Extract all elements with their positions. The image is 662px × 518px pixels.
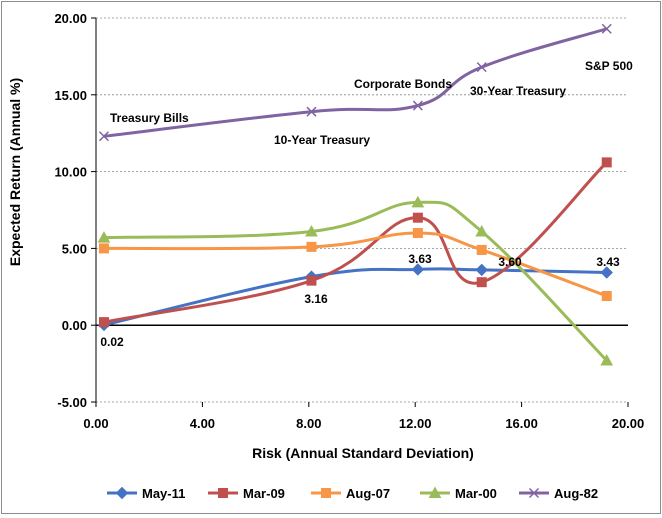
gridlines (91, 17, 628, 403)
x-tick-label: 16.00 (505, 416, 538, 431)
y-tick-label: 20.00 (54, 11, 87, 26)
annotation-label: 30-Year Treasury (470, 84, 566, 98)
x-axis-title: Risk (Annual Standard Deviation) (252, 445, 474, 461)
series-line-mar-00 (103, 200, 608, 362)
x-tick-label: 20.00 (612, 416, 645, 431)
axes (95, 18, 628, 402)
y-tick-label: 0.00 (62, 318, 87, 333)
data-point-mar-00 (305, 224, 318, 237)
data-point-aug-82 (306, 106, 317, 117)
annotation-label: 3.43 (596, 255, 620, 269)
legend-label: Aug-82 (554, 486, 598, 501)
y-tick-label: 5.00 (62, 241, 87, 256)
x-tick-labels: 0.00 4.00 8.00 12.00 16.00 20.00 (83, 402, 644, 431)
data-point-may-11 (475, 263, 488, 277)
data-point-aug-82 (601, 23, 612, 34)
legend-label: Mar-00 (455, 486, 497, 501)
data-point-mar-00 (600, 353, 614, 366)
annotation-label: Corporate Bonds (354, 77, 452, 91)
legend-label: Mar-09 (243, 486, 285, 501)
legend-item-aug-07: Aug-07 (311, 486, 390, 501)
series-line-aug-07 (103, 231, 608, 298)
legend-item-mar-09: Mar-09 (208, 486, 285, 501)
annotation-label: 0.02 (100, 335, 124, 349)
legend-label: May-11 (142, 486, 185, 501)
data-point-aug-07 (412, 228, 423, 239)
x-tick-label: 4.00 (190, 416, 215, 431)
data-point-mar-09 (306, 275, 317, 286)
data-point-mar-09 (98, 317, 109, 328)
annotation-label: Treasury Bills (110, 111, 189, 125)
annotation-label: 3.60 (498, 255, 522, 269)
x-tick-label: 0.00 (83, 416, 108, 431)
legend-item-aug-82: Aug-82 (519, 486, 598, 501)
legend-label: Aug-07 (346, 486, 390, 501)
data-point-aug-82 (412, 100, 423, 111)
annotations: Treasury Bills 10-Year Treasury Corporate … (100, 59, 633, 349)
data-point-aug-07 (98, 243, 109, 254)
legend: May-11 Mar-09 Aug-07 Mar-00 Aug-82 (107, 486, 598, 501)
legend-marker (115, 486, 129, 500)
y-tick-label: 15.00 (54, 88, 87, 103)
y-axis-title: Expected Return (Annual %) (7, 78, 23, 266)
annotation-label: S&P 500 (585, 59, 633, 73)
y-tick-labels: -5.00 0.00 5.00 10.00 15.00 20.00 (54, 11, 87, 410)
legend-item-may-11: May-11 (107, 486, 185, 501)
data-point-aug-82 (98, 131, 110, 142)
data-point-mar-00 (411, 195, 425, 208)
data-point-mar-00 (475, 224, 489, 237)
annotation-label: 3.16 (304, 292, 328, 306)
x-tick-label: 12.00 (399, 416, 432, 431)
series-markers (97, 23, 614, 366)
annotation-label: 3.63 (408, 252, 432, 266)
series-line-aug-82 (103, 27, 608, 138)
x-tick-label: 8.00 (296, 416, 321, 431)
legend-marker (528, 487, 540, 499)
y-tick-label: 10.00 (54, 165, 87, 180)
legend-marker (321, 488, 331, 498)
data-point-mar-00 (97, 231, 111, 243)
series-line-may-11 (103, 267, 607, 327)
legend-item-mar-00: Mar-00 (420, 486, 497, 501)
data-point-mar-09 (476, 277, 487, 288)
y-tick-label: -5.00 (57, 395, 87, 410)
legend-marker (218, 488, 228, 498)
data-point-mar-09 (412, 212, 423, 223)
legend-marker (428, 486, 442, 498)
data-point-aug-07 (306, 241, 317, 252)
data-point-aug-82 (476, 62, 487, 73)
data-point-mar-09 (601, 157, 612, 168)
data-point-aug-07 (601, 291, 612, 302)
data-point-aug-07 (476, 244, 487, 255)
data-point-may-11 (600, 266, 613, 279)
data-point-may-11 (411, 263, 425, 276)
annotation-label: 10-Year Treasury (274, 133, 370, 147)
